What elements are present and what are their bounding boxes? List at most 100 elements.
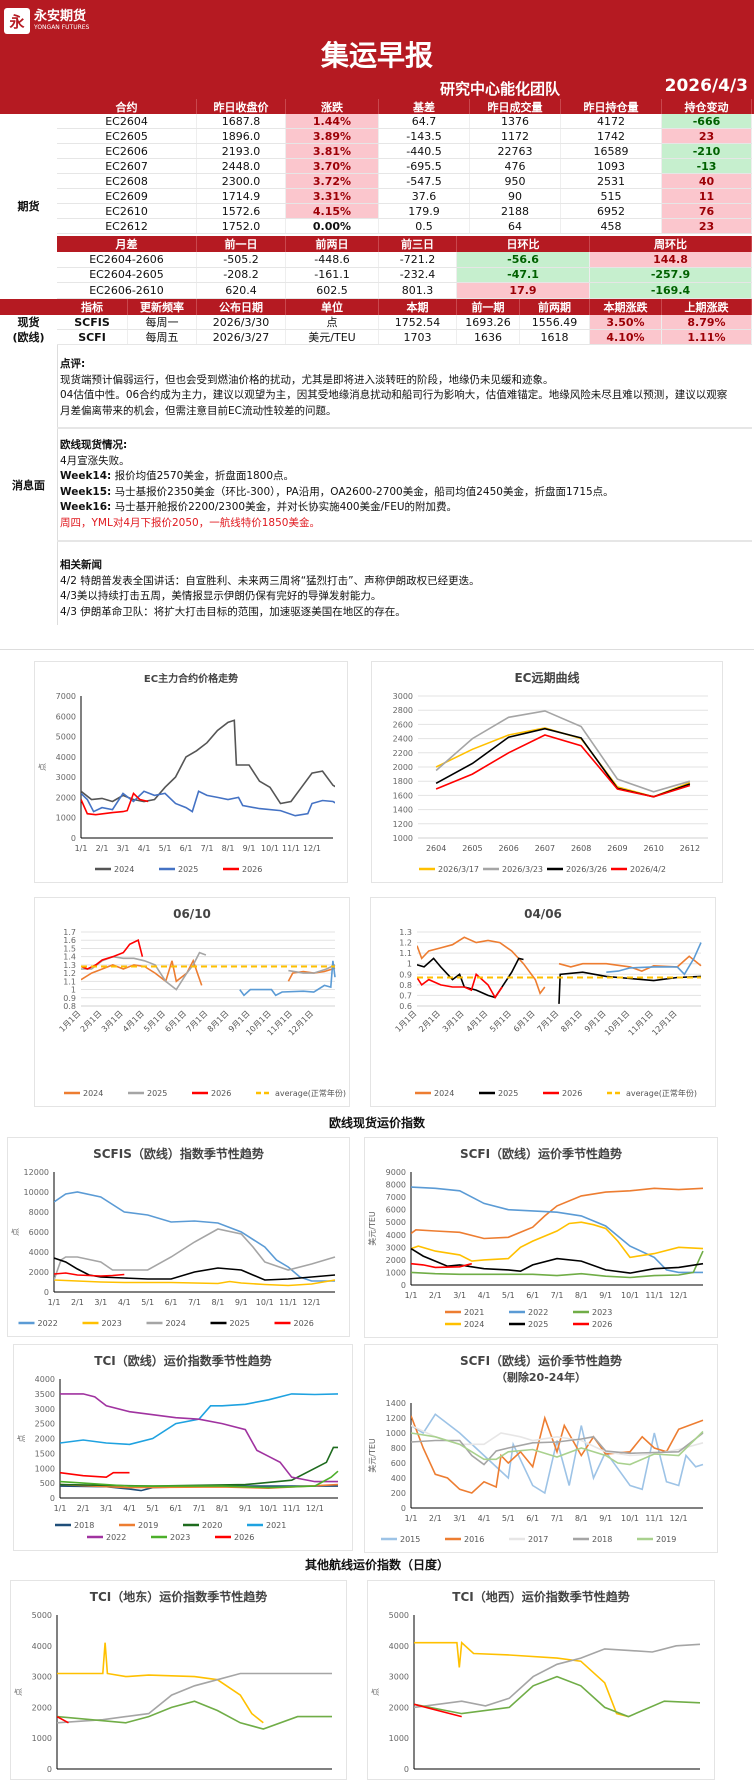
- y-tick-label: 0.8: [399, 981, 412, 990]
- y-tick-label: 4000: [56, 753, 76, 762]
- x-tick-label: 11/1: [645, 1514, 663, 1523]
- y-tick-label: 0.6: [399, 1002, 412, 1011]
- series-line-2022: [411, 1186, 703, 1274]
- legend-label: 2024: [114, 865, 134, 874]
- y-tick-label: 800: [391, 1444, 406, 1453]
- legend-label: 2026/4/2: [630, 865, 666, 874]
- x-tick-label: 9/1: [235, 1298, 248, 1307]
- y-tick-label: 3000: [393, 692, 413, 701]
- table-cell: 1752.0: [197, 219, 286, 233]
- x-tick-label: 5月1日: [488, 1009, 513, 1034]
- x-tick-label: 8月1日: [559, 1009, 584, 1034]
- comment-line: 04估值中性。06合约成为主力，建议以观望为主，因其受地缘消息扰动和船司行为影响…: [60, 389, 728, 401]
- series-line-2024: [81, 958, 336, 986]
- column-header: 前两日: [286, 236, 379, 252]
- series-line-unnamed-2: [239, 960, 336, 997]
- table-cell: -505.2: [197, 252, 286, 267]
- x-tick-label: 4/1: [478, 1291, 491, 1300]
- table-cell: 1693.26: [457, 315, 520, 329]
- legend-item: 2026: [192, 1089, 231, 1098]
- y-tick-label: 4000: [32, 1642, 52, 1651]
- y-tick-label: 4000: [29, 1248, 49, 1257]
- x-tick-label: 3月1日: [100, 1009, 125, 1034]
- table-cell: 2026/3/30: [197, 315, 286, 329]
- table-cell: 2300.0: [197, 174, 286, 188]
- table-cell: 1703: [379, 330, 457, 344]
- legend-item: 2022: [509, 1308, 548, 1317]
- table-cell: EC2604-2605: [57, 267, 197, 282]
- table-cell: EC2607: [57, 159, 197, 173]
- chart-svg: TCI（欧线）运价指数季节性趋势 0 500 1000 1500 2000 2500 3000…: [17, 1353, 339, 1542]
- chart-tci-west: TCI（地西）运价指数季节性趋势 0 1000 2000 3000 4000 5000 点: [367, 1580, 715, 1780]
- table-cell: 179.9: [379, 204, 470, 218]
- table-cell: 每周五: [128, 330, 197, 344]
- x-tick-label: 10/1: [261, 844, 279, 853]
- table-cell: 64: [470, 219, 561, 233]
- chart-scfi-ex: SCFI（欧线）运价季节性趋势 （剔除20-24年） 0 200 400 600 800 10…: [364, 1344, 718, 1553]
- x-tick-label: 7/1: [551, 1291, 564, 1300]
- y-tick-label: 1.6: [63, 936, 76, 945]
- chart-svg: SCFI（欧线）运价季节性趋势 0 1000 2000 3000 4000 5000 6000…: [367, 1146, 704, 1329]
- table-cell: -257.9: [590, 267, 752, 282]
- legend-item: 2026: [543, 1089, 582, 1098]
- table-row: EC2604-2605 -208.2 -161.1 -232.4 -47.1 -257.9: [57, 267, 752, 283]
- column-header: 昨日成交量: [470, 99, 561, 114]
- chart-title: SCFIS（欧线）指数季节性趋势: [93, 1146, 264, 1161]
- y-tick-label: 5000: [56, 733, 76, 742]
- y-tick-label: 0.9: [63, 994, 76, 1003]
- x-tick-label: 7/1: [188, 1298, 201, 1307]
- table-cell: 11: [662, 189, 752, 203]
- series-line-2024: [81, 719, 335, 805]
- y-tick-label: 2000: [32, 1703, 52, 1712]
- series-line-unnamed-1: [57, 1672, 332, 1724]
- series-line-unnamed-1: [606, 942, 702, 976]
- table-cell: 16589: [561, 144, 662, 158]
- chart-ec-main: EC主力合约价格走势 0 1000 2000 3000 4000 5000 6000 7000 点…: [34, 661, 348, 883]
- chart-svg: TCI（地东）运价指数季节性趋势 0 1000 2000 3000 4000 5000 点: [14, 1589, 332, 1774]
- y-tick-label: 4000: [386, 1231, 406, 1240]
- table-cell: 90: [470, 189, 561, 203]
- news-section-label: 消息面: [12, 478, 45, 492]
- futures-section-label: 期货: [17, 199, 40, 213]
- legend-item: 2021: [247, 1521, 286, 1530]
- chart-svg: 04/06 0.6 0.70.8 0.91 1.11.2 1.3 1月1日2月1日3月1日4…: [394, 907, 702, 1098]
- y-tick-label: 0: [50, 1494, 55, 1503]
- legend-item: 2019: [637, 1535, 676, 1544]
- table-cell: EC2606-2610: [57, 283, 197, 298]
- x-tick-label: 3/1: [94, 1298, 107, 1307]
- chart-ratio-0610: 06/10 0.8 0.9 1 1.1 1.2 1.3 1.4 1.5 1.6 1.7 1月1日 2月1…: [34, 897, 350, 1107]
- y-tick-label: 1: [71, 986, 76, 995]
- x-tick-label: 10/1: [621, 1291, 639, 1300]
- legend-item: 2025: [159, 865, 198, 874]
- table-cell: 8.79%: [662, 315, 752, 329]
- y-tick-label: 3000: [56, 773, 76, 782]
- y-tick-label: 500: [40, 1479, 55, 1488]
- x-tick-label: 4/1: [478, 1514, 491, 1523]
- legend-label: 2022: [38, 1319, 58, 1328]
- column-header: 周环比: [590, 236, 752, 252]
- legend-item: 2021: [445, 1308, 484, 1317]
- table-cell: -695.5: [379, 159, 470, 173]
- legend-item: average(正常年份): [256, 1088, 346, 1098]
- chart-title: TCI（欧线）运价指数季节性趋势: [94, 1353, 271, 1368]
- legend-item: 2026/3/17: [419, 865, 479, 874]
- table-cell: 1.11%: [662, 330, 752, 344]
- x-tick-label: 7/1: [551, 1514, 564, 1523]
- legend-label: 2019: [656, 1535, 676, 1544]
- table-cell: 3.31%: [286, 189, 379, 203]
- y-tick-label: 1.2: [63, 969, 76, 978]
- y-tick-label: 1.4: [63, 953, 76, 962]
- legend-label: 2022: [528, 1308, 548, 1317]
- y-tick-label: 1.1: [399, 949, 412, 958]
- column-header: 公布日期: [197, 299, 286, 315]
- legend-label: 2021: [464, 1308, 484, 1317]
- spot-section-label: 现货 (欧线): [12, 316, 45, 344]
- x-tick-label: 10/1: [621, 1514, 639, 1523]
- y-tick-label: 1.3: [399, 928, 412, 937]
- legend-label: 2026/3/23: [502, 865, 543, 874]
- x-tick-label: 4/1: [118, 1298, 131, 1307]
- table-cell: 2026/3/27: [197, 330, 286, 344]
- y-tick-label: 1500: [35, 1449, 55, 1458]
- table-cell: 1714.9: [197, 189, 286, 203]
- chart-title: TCI（地东）运价指数季节性趋势: [90, 1589, 267, 1604]
